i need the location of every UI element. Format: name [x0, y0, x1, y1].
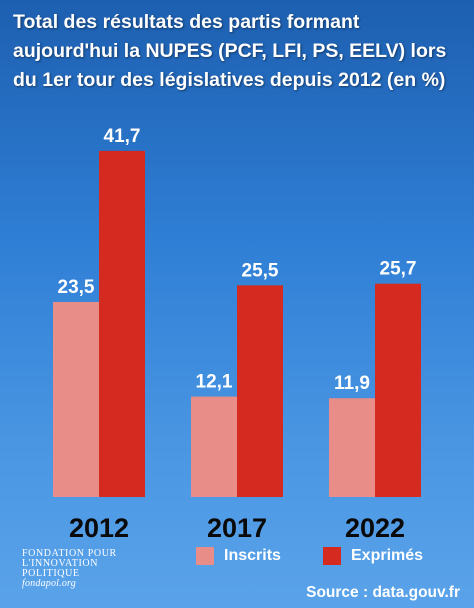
legend-label-exprimes: Exprimés [351, 547, 424, 564]
value-label-exprims-2017: 25,5 [242, 260, 279, 281]
value-label-exprims-2022: 25,7 [380, 259, 417, 280]
bar-chart: 23,5 41,7 2012 12,1 25,5 2017 11,9 25,7 2022 [53, 126, 421, 543]
source-note: Source : data.gouv.fr [306, 584, 460, 601]
category-label-2017: 2017 [207, 513, 267, 543]
bar-inscrits-2012 [53, 301, 99, 497]
legend-item-inscrits: Inscrits [196, 547, 281, 565]
logo-line-2: L'INNOVATION [22, 558, 99, 569]
bar-exprims-2022 [375, 283, 421, 497]
value-label-inscrits-2017: 12,1 [196, 372, 233, 393]
logo-url: fondapol.org [22, 578, 76, 589]
fondapol-logo: FONDATION POUR L'INNOVATION POLITIQUE fo… [22, 549, 117, 589]
category-label-2022: 2022 [345, 513, 405, 543]
legend-swatch-inscrits [196, 547, 214, 565]
legend-swatch-exprimes [323, 547, 341, 565]
category-label-2012: 2012 [69, 513, 129, 543]
value-label-exprims-2012: 41,7 [104, 126, 141, 147]
chart-title: Total des résultats des partis formant a… [13, 11, 447, 91]
logo-line-3: POLITIQUE [22, 568, 80, 579]
bar-inscrits-2017 [191, 396, 237, 497]
legend-item-exprimes: Exprimés [323, 547, 423, 565]
value-label-inscrits-2012: 23,5 [58, 277, 95, 298]
bar-exprims-2012 [99, 150, 145, 497]
legend-label-inscrits: Inscrits [224, 547, 281, 564]
logo-line-1: FONDATION POUR [22, 548, 117, 559]
value-label-inscrits-2022: 11,9 [334, 373, 370, 394]
bar-inscrits-2022 [329, 398, 375, 497]
bar-exprims-2017 [237, 285, 283, 497]
